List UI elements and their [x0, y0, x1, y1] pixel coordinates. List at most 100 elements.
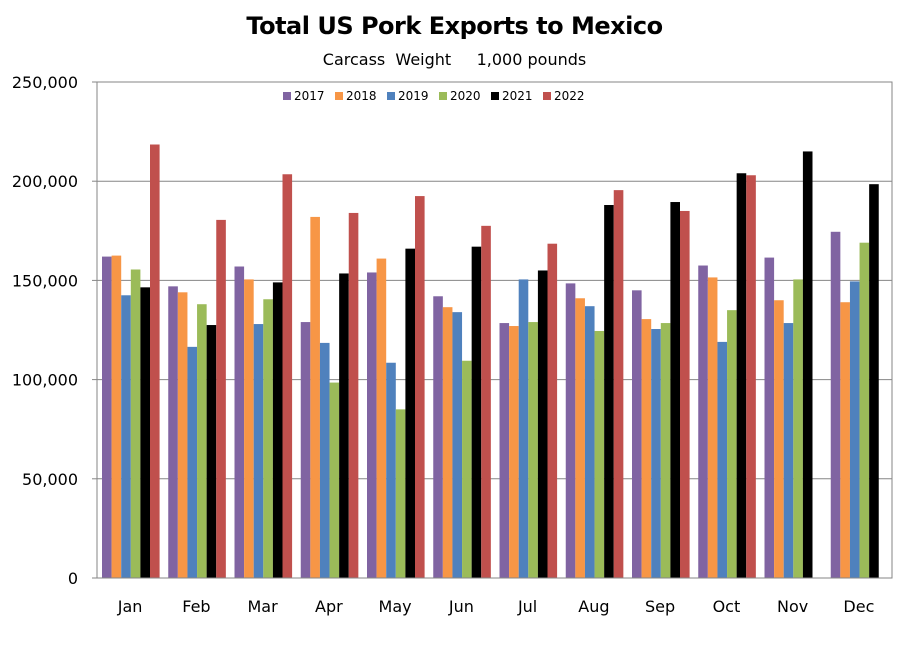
- x-axis-ticks: Jan Feb Mar Apr May Jun Jul Aug Sep Oct Nov Dec: [117, 597, 875, 616]
- bar-sep-2022: [680, 210, 690, 578]
- bar-dec-2018: [840, 302, 850, 578]
- bar-oct-2017: [698, 265, 708, 578]
- bar-jul-2021: [537, 270, 548, 578]
- bar-mar-2021: [272, 282, 283, 578]
- plot-area-frame: [96, 81, 893, 579]
- x-tick-label: Jun: [448, 597, 474, 616]
- bar-jun-2021: [471, 246, 482, 579]
- bar-feb-2018: [177, 292, 188, 578]
- bar-apr-2022: [348, 212, 359, 578]
- bar-mar-2017: [234, 266, 245, 578]
- bar-sep-2019: [651, 329, 661, 578]
- y-tick-label: 250,000: [12, 73, 78, 92]
- bar-dec-2020: [859, 242, 870, 578]
- x-tick-label: Oct: [713, 597, 741, 616]
- y-tick-label: 100,000: [12, 371, 78, 390]
- bar-aug-2019: [584, 306, 595, 578]
- bar-oct-2022: [746, 175, 756, 578]
- bar-apr-2018: [310, 216, 320, 578]
- bar-mar-2019: [253, 324, 264, 578]
- x-tick-label: Jul: [517, 597, 537, 616]
- bar-aug-2021: [604, 205, 614, 578]
- bar-may-2018: [376, 258, 387, 578]
- bars: [102, 144, 879, 579]
- bar-oct-2018: [707, 277, 718, 578]
- bar-sep-2018: [641, 319, 652, 578]
- x-tick-label: Jan: [117, 597, 143, 616]
- legend-label-2017: 2017: [294, 89, 325, 103]
- y-tick-label: 0: [68, 569, 78, 588]
- bar-feb-2020: [197, 304, 207, 578]
- x-tick-label: Sep: [645, 597, 675, 616]
- bar-apr-2020: [329, 382, 340, 578]
- x-tick-label: Apr: [315, 597, 343, 616]
- bar-jul-2022: [547, 243, 558, 578]
- bar-aug-2020: [594, 330, 605, 578]
- y-tick-label: 200,000: [12, 172, 78, 191]
- bar-jan-2017: [102, 256, 112, 578]
- bar-nov-2019: [783, 323, 794, 578]
- bar-dec-2017: [830, 231, 841, 579]
- bar-apr-2019: [319, 342, 330, 578]
- bar-jan-2021: [140, 287, 150, 578]
- legend-swatch-2021: [491, 92, 499, 100]
- bar-jun-2020: [462, 360, 472, 578]
- bar-nov-2018: [774, 300, 784, 578]
- x-tick-label: Dec: [843, 597, 874, 616]
- legend-label-2018: 2018: [346, 89, 377, 103]
- bar-mar-2022: [282, 174, 293, 578]
- legend-swatch-2019: [387, 92, 395, 100]
- legend-label-2020: 2020: [450, 89, 481, 103]
- bar-jul-2017: [499, 323, 510, 578]
- legend-label-2019: 2019: [398, 89, 429, 103]
- bar-feb-2017: [168, 286, 178, 578]
- bar-jul-2019: [518, 279, 529, 578]
- legend-swatch-2020: [439, 92, 447, 100]
- legend-swatch-2022: [543, 92, 551, 100]
- bar-sep-2021: [670, 202, 680, 578]
- bar-may-2022: [415, 196, 425, 578]
- bar-jan-2019: [121, 295, 131, 578]
- bar-dec-2019: [849, 281, 860, 578]
- legend: 2017 2018 2019 2020 2021 2022: [283, 89, 585, 103]
- bar-jun-2017: [433, 296, 443, 578]
- bar-may-2021: [405, 248, 415, 578]
- bar-oct-2020: [727, 310, 737, 578]
- bar-jul-2020: [528, 322, 538, 578]
- bar-nov-2021: [802, 151, 813, 578]
- x-tick-label: Mar: [248, 597, 279, 616]
- bar-feb-2019: [187, 346, 198, 578]
- bar-jun-2019: [452, 312, 463, 578]
- chart-title: Total US Pork Exports to Mexico: [246, 12, 663, 40]
- x-tick-label: Aug: [578, 597, 609, 616]
- gridlines: [97, 180, 892, 480]
- bar-nov-2017: [764, 257, 775, 578]
- x-tick-label: Nov: [777, 597, 808, 616]
- bar-may-2019: [386, 362, 396, 578]
- bar-feb-2021: [206, 325, 217, 578]
- bar-apr-2021: [339, 273, 349, 578]
- y-axis-ticks: 0 50,000 100,000 150,000 200,000 250,000: [12, 73, 97, 588]
- legend-swatch-2017: [283, 92, 291, 100]
- legend-swatch-2018: [335, 92, 343, 100]
- bar-sep-2017: [632, 290, 642, 578]
- legend-label-2021: 2021: [502, 89, 533, 103]
- bar-jan-2022: [150, 144, 160, 578]
- bar-nov-2020: [793, 279, 803, 578]
- y-tick-label: 50,000: [22, 470, 78, 489]
- bar-jan-2020: [130, 269, 141, 578]
- bar-jan-2018: [111, 255, 122, 578]
- bar-jul-2018: [509, 326, 519, 578]
- bar-aug-2022: [613, 190, 624, 578]
- bar-sep-2020: [660, 323, 671, 578]
- chart-subtitle: Carcass Weight 1,000 pounds: [322, 50, 587, 69]
- bar-oct-2019: [717, 341, 728, 578]
- x-tick-label: Feb: [182, 597, 210, 616]
- y-tick-label: 150,000: [12, 271, 78, 290]
- bar-mar-2018: [244, 279, 254, 578]
- bar-may-2020: [395, 409, 406, 578]
- bar-mar-2020: [263, 299, 273, 578]
- bar-feb-2022: [216, 219, 226, 578]
- bar-apr-2017: [300, 322, 311, 578]
